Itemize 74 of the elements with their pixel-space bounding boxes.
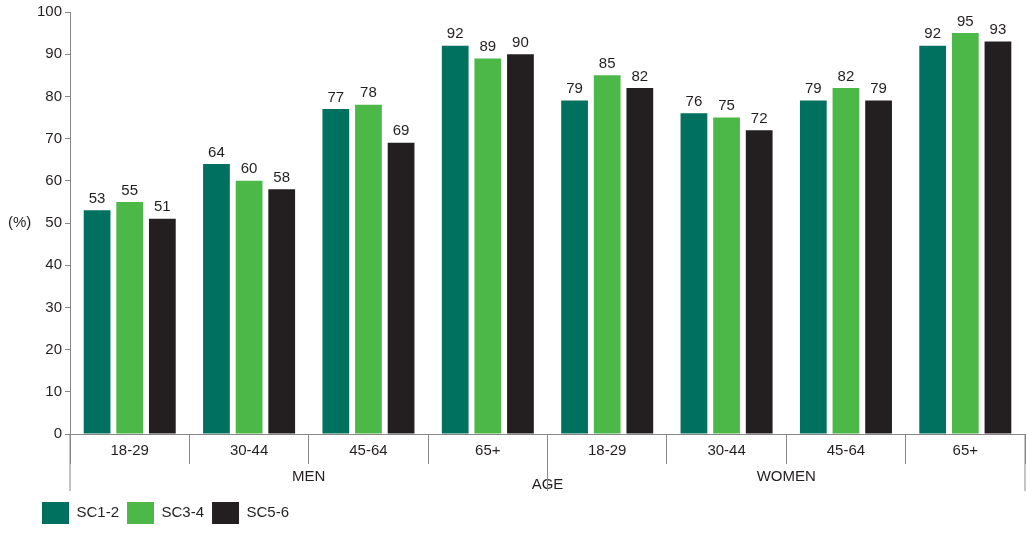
bar xyxy=(268,189,296,434)
data-label: 60 xyxy=(240,159,258,177)
data-label: 64 xyxy=(208,142,225,160)
bar xyxy=(951,33,979,434)
y-tick-label: 60 xyxy=(45,170,63,188)
x-tick-label: 18-29 xyxy=(588,441,627,459)
data-label: 78 xyxy=(360,83,377,101)
x-axis-title: AGE xyxy=(531,475,564,493)
bar xyxy=(626,87,654,434)
bar xyxy=(235,180,263,434)
data-label: 51 xyxy=(154,197,171,215)
legend-label: SC5-6 xyxy=(246,503,290,521)
x-tick-label: 65+ xyxy=(475,441,501,459)
data-label: 82 xyxy=(837,66,855,84)
data-label: 79 xyxy=(566,79,583,97)
y-tick-label: 70 xyxy=(45,128,63,146)
y-axis-title: (%) xyxy=(8,213,32,231)
bar xyxy=(984,41,1012,434)
bar xyxy=(203,163,230,434)
data-label: 75 xyxy=(718,96,735,114)
data-label: 72 xyxy=(750,108,768,126)
bar xyxy=(387,142,415,434)
data-label: 77 xyxy=(327,87,345,105)
data-label: 93 xyxy=(989,20,1007,38)
data-label: 92 xyxy=(446,24,464,42)
data-label: 79 xyxy=(804,79,822,97)
text: MEN xyxy=(292,467,326,485)
bar xyxy=(441,45,469,434)
legend-label: SC3-4 xyxy=(161,503,205,521)
y-tick-label: 10 xyxy=(45,381,63,399)
bar xyxy=(507,54,534,434)
data-label: 95 xyxy=(956,11,974,29)
y-tick-label: 0 xyxy=(53,424,63,442)
bar xyxy=(713,117,740,434)
bar xyxy=(322,109,350,434)
data-label: 79 xyxy=(870,79,887,97)
bar xyxy=(116,201,144,434)
data-label: 53 xyxy=(88,188,106,206)
bar xyxy=(148,218,176,434)
x-tick-label: 45-64 xyxy=(349,441,388,459)
bar xyxy=(474,58,502,434)
bar xyxy=(680,113,708,434)
bar xyxy=(355,104,382,434)
y-tick-label: 50 xyxy=(45,213,63,231)
data-label: 58 xyxy=(273,167,291,185)
bar xyxy=(83,210,111,434)
bar xyxy=(832,87,860,434)
y-tick-label: 40 xyxy=(45,255,63,273)
data-label: 92 xyxy=(924,24,942,42)
y-tick-label: 30 xyxy=(45,297,63,315)
data-label: 89 xyxy=(479,37,497,55)
data-label: 85 xyxy=(598,53,616,71)
x-tick-label: 65+ xyxy=(952,441,979,459)
bar xyxy=(799,100,827,434)
y-tick-label: 20 xyxy=(45,339,63,357)
x-tick-label: 30-44 xyxy=(707,441,746,459)
bar xyxy=(745,130,773,434)
data-label: 69 xyxy=(392,121,410,139)
data-label: 76 xyxy=(685,91,703,109)
y-tick-label: 90 xyxy=(45,44,63,62)
legend-label: SC1-2 xyxy=(76,503,120,521)
bar xyxy=(593,75,621,434)
y-tick-label: 100 xyxy=(37,2,63,20)
data-label: 55 xyxy=(121,180,139,198)
data-label: 82 xyxy=(631,66,649,84)
bar xyxy=(561,100,588,434)
bar xyxy=(865,100,892,434)
bar xyxy=(919,45,947,434)
text: WOMEN xyxy=(756,467,816,485)
x-tick-label: 18-29 xyxy=(110,441,149,459)
x-tick-label: 30-44 xyxy=(229,441,269,459)
y-tick-label: 80 xyxy=(45,86,63,104)
data-label: 90 xyxy=(512,32,529,50)
x-tick-label: 45-64 xyxy=(826,441,866,459)
